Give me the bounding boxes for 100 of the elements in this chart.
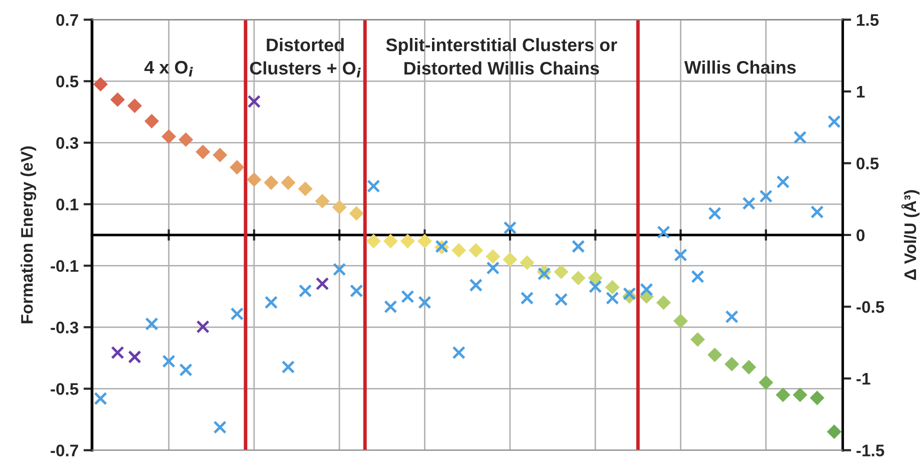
annotation: Distorted Clusters + O$_{i}$ <box>250 38 361 78</box>
point <box>690 332 705 347</box>
point <box>230 307 244 321</box>
point <box>468 243 484 258</box>
point <box>400 234 415 248</box>
point <box>332 200 347 215</box>
point <box>384 300 398 314</box>
point <box>656 295 671 310</box>
point <box>724 356 740 372</box>
y-tick-label: 0.7 <box>56 14 78 26</box>
point <box>196 320 210 334</box>
y-axis-title: Formation Energy (eV) <box>20 146 36 324</box>
point <box>502 252 518 267</box>
point <box>758 375 774 390</box>
y-tick-label: -0.7 <box>50 444 78 456</box>
annotation: 4 x O$_{i}$ <box>144 60 193 76</box>
point <box>349 206 364 221</box>
point <box>725 310 738 324</box>
point <box>656 225 670 239</box>
point <box>366 234 381 248</box>
point <box>810 205 824 219</box>
point <box>110 346 124 360</box>
point <box>332 262 346 276</box>
point <box>282 360 295 374</box>
point <box>570 270 586 286</box>
point <box>810 390 824 406</box>
y-tick-label: 0.5 <box>56 76 78 88</box>
point <box>264 296 278 310</box>
point <box>486 249 500 264</box>
annotation: Willis Chains <box>684 60 796 74</box>
point <box>588 270 603 286</box>
point <box>145 317 158 331</box>
point <box>417 234 432 248</box>
point <box>178 132 194 147</box>
point <box>486 261 500 275</box>
annotation: Split-interstitial Clusters or Distorted Willis Chains <box>386 38 618 75</box>
point <box>128 350 142 364</box>
point <box>759 190 773 203</box>
point <box>673 314 688 328</box>
point <box>452 346 466 360</box>
point <box>212 148 228 162</box>
point <box>742 196 756 210</box>
point <box>640 282 654 296</box>
y2-axis-title: Δ Vol/U (Å³) <box>901 190 920 280</box>
point <box>383 234 398 248</box>
point <box>674 248 688 262</box>
point <box>793 130 807 144</box>
point <box>350 284 364 298</box>
point <box>366 180 380 193</box>
point <box>179 363 192 376</box>
point <box>298 182 313 196</box>
point <box>776 175 790 188</box>
point <box>94 392 108 406</box>
point <box>93 76 108 92</box>
point <box>280 175 296 190</box>
point <box>691 270 704 284</box>
point <box>742 360 756 374</box>
point <box>316 277 329 290</box>
point <box>622 287 636 300</box>
point <box>554 292 568 306</box>
point <box>127 98 142 114</box>
point <box>315 194 330 208</box>
point <box>792 388 808 402</box>
point <box>110 92 125 107</box>
point <box>213 420 227 434</box>
y-tick-label: -0.1 <box>50 260 78 272</box>
point <box>605 280 620 295</box>
point <box>144 114 159 128</box>
point <box>520 255 534 270</box>
point <box>469 278 483 292</box>
y2-tick-label: -0.5 <box>856 301 884 313</box>
point <box>230 160 244 175</box>
y2-tick-label: 0 <box>856 229 864 242</box>
y-tick-label: 0.3 <box>56 137 78 149</box>
y-tick-label: -0.3 <box>50 322 78 334</box>
y2-tick-label: 0.5 <box>856 158 879 170</box>
point <box>707 348 722 362</box>
point <box>161 129 176 144</box>
point <box>247 94 261 108</box>
point <box>572 240 585 254</box>
point <box>588 280 602 294</box>
point <box>826 424 842 440</box>
y-tick-label: -0.5 <box>50 383 78 395</box>
point <box>776 388 790 402</box>
y2-tick-label: 1 <box>856 86 865 98</box>
point <box>298 284 312 298</box>
point <box>418 296 432 310</box>
y2-tick-label: -1 <box>856 373 870 384</box>
y2-tick-label: -1.5 <box>856 444 884 456</box>
point <box>264 175 278 190</box>
point <box>708 206 722 220</box>
y2-tick-label: 1.5 <box>856 14 879 26</box>
point <box>401 290 414 304</box>
point <box>162 354 176 368</box>
point <box>503 221 517 234</box>
point <box>828 114 841 128</box>
point <box>606 291 620 305</box>
y-tick-label: 0.1 <box>56 198 78 210</box>
point <box>452 243 466 258</box>
point <box>554 264 568 280</box>
